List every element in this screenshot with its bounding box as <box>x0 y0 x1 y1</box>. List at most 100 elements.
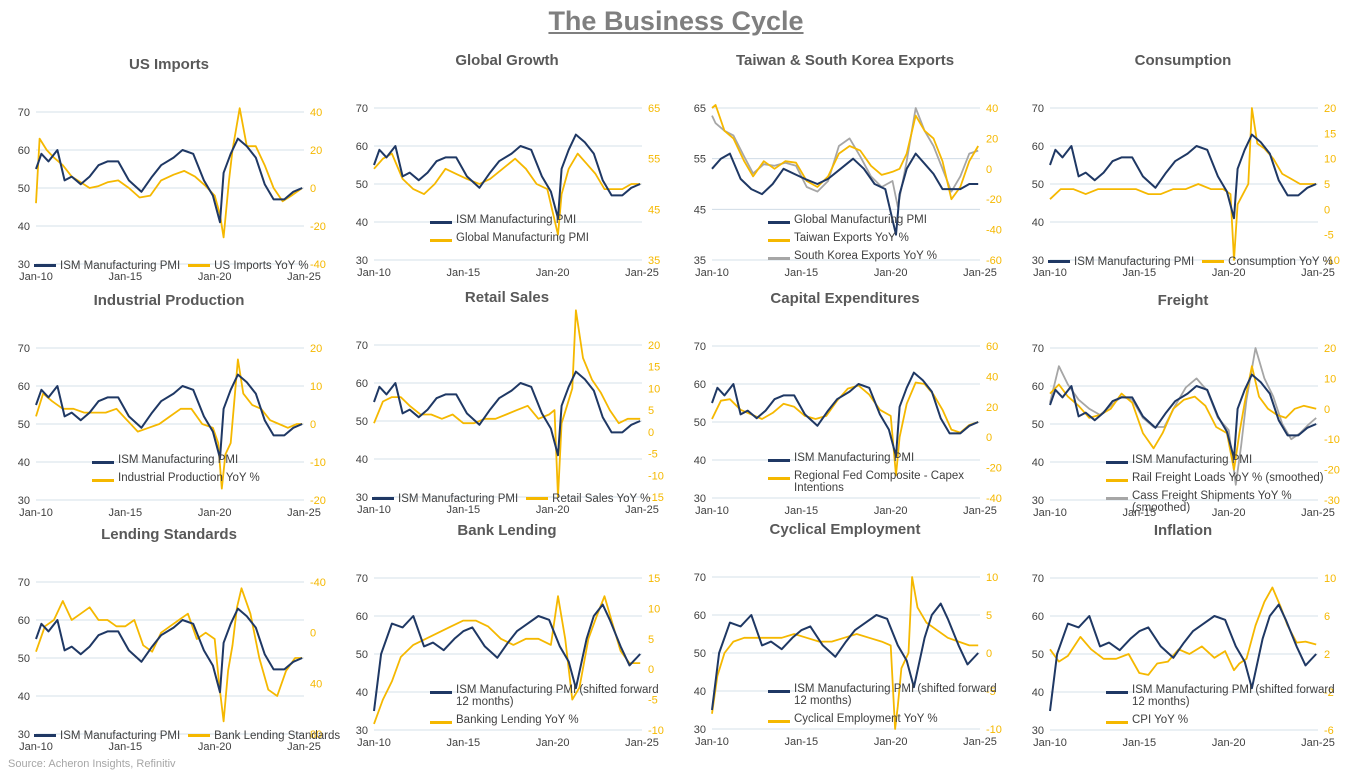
chart-plot-area: 30 40 50 60 70 -20 -10 0 10 20 Jan-10 Jan-15 Jan-20 J… <box>18 343 326 519</box>
y-tick-label-right: -2 <box>1324 687 1334 699</box>
y-tick-label-right: -30 <box>1324 495 1340 507</box>
series-line-global-manufacturing-pmi <box>711 152 979 236</box>
y-tick-label-right: 0 <box>1324 404 1330 416</box>
y-tick-label-left: 30 <box>18 495 30 507</box>
chart-lending-standards: Lending Standards 30 40 50 60 70 -40 0 40 80 Jan-1… <box>0 522 340 772</box>
legend-swatch <box>768 459 790 462</box>
y-tick-label-right: -10 <box>986 724 1002 736</box>
x-tick-label: Jan-25 <box>1301 507 1335 519</box>
chart-plot-area: 30 40 50 60 70 -10 -5 0 5 10 Jan-10 Jan-15 Jan-20 Jan… <box>694 572 1002 748</box>
legend-item: ISM Manufacturing PMI <box>768 452 1008 464</box>
y-tick-label-right: 5 <box>986 610 992 622</box>
y-tick-label-right: 0 <box>986 648 992 660</box>
x-tick-label: Jan-25 <box>1301 267 1335 279</box>
y-tick-label-left: 30 <box>1032 255 1044 267</box>
series-line-south-korea-exports-yoy <box>711 107 979 208</box>
chart-legend: ISM Manufacturing PMI (shifted forward 1… <box>768 683 1008 731</box>
legend-item: Cyclical Employment YoY % <box>768 713 1008 725</box>
chart-legend: ISM Manufacturing PMI (shifted forward 1… <box>430 684 670 732</box>
chart-title: US Imports <box>128 56 209 73</box>
x-tick-label: Jan-25 <box>287 741 321 753</box>
x-tick-label: Jan-25 <box>963 267 997 279</box>
x-tick-label: Jan-10 <box>695 736 729 748</box>
chart-title: Industrial Production <box>93 292 245 309</box>
y-tick-label-right: 65 <box>648 103 660 115</box>
chart-bank-lending: Bank Lending 30 40 50 60 70 -10 -5 0 5 10 15 Jan-10 J… <box>338 518 676 768</box>
legend-swatch <box>430 721 452 724</box>
series-line-ism-manufacturing-pmi <box>373 370 641 457</box>
y-tick-label-left: 50 <box>694 417 706 429</box>
x-tick-label: Jan-10 <box>1033 737 1067 749</box>
legend-label: ISM Manufacturing PMI <box>1132 454 1253 466</box>
series-line-ism-manufacturing-pmi <box>711 371 979 458</box>
x-tick-label: Jan-10 <box>695 267 729 279</box>
y-tick-label-left: 60 <box>356 611 368 623</box>
legend-item: Global Manufacturing PMI <box>430 232 670 244</box>
y-tick-label-left: 60 <box>356 378 368 390</box>
chart-plot-area: 30 40 50 60 70 -10 -5 0 5 10 15 20 Jan-10 Jan-15 Jan-2… <box>1032 103 1340 279</box>
x-tick-label: Jan-20 <box>536 267 570 279</box>
legend-swatch <box>92 461 114 464</box>
y-tick-label-right: -20 <box>986 463 1002 475</box>
y-tick-label-left: 60 <box>694 610 706 622</box>
y-tick-label-right: 10 <box>310 381 322 393</box>
legend-label: Global Manufacturing PMI <box>456 232 589 244</box>
legend-item: Retail Sales YoY % <box>526 493 650 505</box>
legend-item: ISM Manufacturing PMI (shifted forward 1… <box>1106 684 1346 708</box>
y-tick-label-right: 15 <box>648 573 660 585</box>
y-tick-label-left: 50 <box>356 179 368 191</box>
legend-label: US Imports YoY % <box>214 260 309 272</box>
legend-item: Industrial Production YoY % <box>92 472 332 484</box>
y-tick-label-left: 50 <box>1032 419 1044 431</box>
y-tick-label-left: 50 <box>18 419 30 431</box>
legend-swatch <box>1106 691 1128 694</box>
y-tick-label-right: 6 <box>1324 611 1330 623</box>
legend-item: ISM Manufacturing PMI <box>34 260 180 272</box>
chart-title: Capital Expenditures <box>770 290 920 307</box>
legend-item: ISM Manufacturing PMI (shifted forward 1… <box>430 684 670 708</box>
chart-plot-area: 30 40 50 60 70 -10 -5 0 5 10 15 Jan-10 Jan-15 Jan-20 J… <box>356 573 664 749</box>
series-line-rail-freight-loads-yoy-smoothed <box>1049 365 1317 471</box>
y-tick-label-right: -10 <box>310 457 326 469</box>
y-tick-label-right: 20 <box>1324 103 1336 115</box>
legend-label: ISM Manufacturing PMI (shifted forward 1… <box>1132 684 1335 708</box>
legend-swatch <box>34 734 56 738</box>
y-tick-label-right: -20 <box>310 221 326 233</box>
chart-global-growth: Global Growth 30 40 50 60 70 35 45 55 65 Jan-10 Jan… <box>338 48 676 298</box>
series-line-ism-manufacturing-pmi-shifted-forward-12-months <box>711 602 979 711</box>
chart-plot-area: 30 40 50 60 70 -40 0 40 80 Jan-10 Jan-15 Jan-20 Jan-… <box>18 577 326 753</box>
series-line-ism-manufacturing-pmi-shifted-forward-12-months <box>373 603 641 712</box>
x-tick-label: Jan-10 <box>1033 267 1067 279</box>
y-tick-label-left: 60 <box>356 141 368 153</box>
legend-swatch <box>92 479 114 482</box>
series-line-banking-lending-yoy <box>373 595 641 725</box>
x-tick-label: Jan-20 <box>1212 737 1246 749</box>
legend-swatch <box>430 239 452 242</box>
legend-swatch <box>188 264 211 268</box>
legend-swatch <box>1106 497 1128 500</box>
y-tick-label-right: 0 <box>648 664 654 676</box>
y-tick-label-right: 10 <box>1324 154 1336 166</box>
y-tick-label-left: 70 <box>18 577 30 589</box>
chart-plot-area: 30 40 50 60 70 -6 -2 2 6 10 Jan-10 Jan-15 Jan-20 Jan-… <box>1032 573 1337 749</box>
series-line-cass-freight-shipments-yoy-smoothed <box>1049 347 1317 486</box>
legend-label: ISM Manufacturing PMI <box>398 493 519 505</box>
y-tick-label-right: 20 <box>986 133 998 145</box>
chart-title: Consumption <box>1134 52 1232 69</box>
y-tick-label-left: 40 <box>18 691 30 703</box>
chart-industrial-production: Industrial Production 30 40 50 60 70 -20 -10 0 10… <box>0 288 338 538</box>
x-tick-label: Jan-10 <box>357 737 391 749</box>
chart-legend: ISM Manufacturing PMI Regional Fed Compos… <box>768 452 1008 500</box>
legend-item: ISM Manufacturing PMI <box>92 454 332 466</box>
y-tick-label-right: 40 <box>310 107 322 119</box>
series-line-taiwan-exports-yoy <box>711 104 979 201</box>
y-tick-label-right: 10 <box>648 603 660 615</box>
y-tick-label-right: 0 <box>648 427 654 439</box>
y-tick-label-right: 20 <box>986 402 998 414</box>
series-line-ism-manufacturing-pmi <box>1049 133 1317 220</box>
y-tick-label-left: 50 <box>694 648 706 660</box>
page-title: The Business Cycle <box>548 6 804 36</box>
chart-legend: ISM Manufacturing PMI Global Manufacturin… <box>430 214 670 250</box>
x-tick-label: Jan-20 <box>536 504 570 516</box>
legend-swatch <box>1106 721 1128 724</box>
